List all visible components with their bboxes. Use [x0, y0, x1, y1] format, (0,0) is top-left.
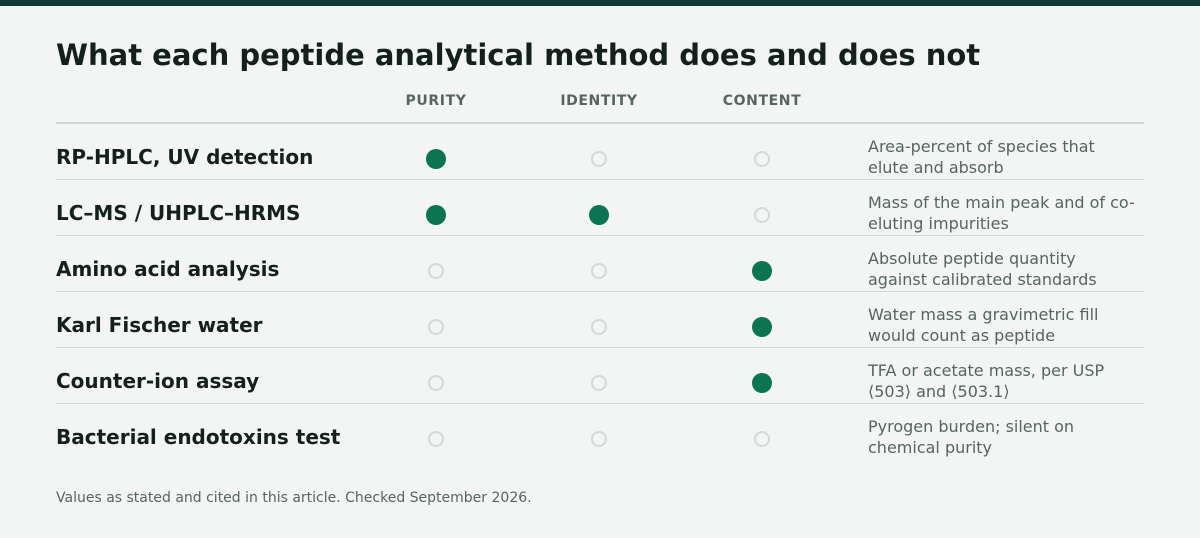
footnote: Values as stated and cited in this artic…	[56, 490, 532, 506]
method-name: Counter-ion assay	[56, 369, 260, 393]
row-divider	[56, 291, 1144, 292]
empty-circle-icon	[591, 263, 607, 279]
empty-circle-icon	[754, 431, 770, 447]
table-row: RP-HPLC, UV detection Area-percent of spe…	[56, 124, 1144, 180]
empty-circle-icon	[591, 375, 607, 391]
empty-circle-icon	[428, 319, 444, 335]
column-header-purity: PURITY	[405, 93, 467, 109]
page-title: What each peptide analytical method does…	[56, 38, 981, 72]
method-note: TFA or acetate mass, per USP ⟨503⟩ and ⟨…	[868, 361, 1105, 401]
filled-circle-icon	[752, 317, 772, 337]
filled-circle-icon	[589, 205, 609, 225]
method-name: Amino acid analysis	[56, 257, 280, 281]
row-divider	[56, 179, 1144, 180]
method-note: Absolute peptide quantity against calibr…	[868, 249, 1097, 289]
method-note: Mass of the main peak and of co-eluting …	[868, 193, 1135, 233]
filled-circle-icon	[752, 261, 772, 281]
empty-circle-icon	[754, 207, 770, 223]
table-row: Bacterial endotoxins test Pyrogen burden;…	[56, 404, 1144, 460]
table-row: Karl Fischer water Water mass a gravimetr…	[56, 292, 1144, 348]
empty-circle-icon	[591, 151, 607, 167]
empty-circle-icon	[591, 319, 607, 335]
row-divider	[56, 403, 1144, 404]
method-note: Water mass a gravimetric fill would coun…	[868, 305, 1099, 345]
column-header-identity: IDENTITY	[560, 93, 638, 109]
method-name: LC–MS / UHPLC–HRMS	[56, 201, 301, 225]
method-name: Bacterial endotoxins test	[56, 425, 341, 449]
row-divider	[56, 235, 1144, 236]
empty-circle-icon	[754, 151, 770, 167]
filled-circle-icon	[426, 205, 446, 225]
empty-circle-icon	[428, 375, 444, 391]
method-name: Karl Fischer water	[56, 313, 263, 337]
table-row: LC–MS / UHPLC–HRMS Mass of the main peak …	[56, 180, 1144, 236]
method-note: Pyrogen burden; silent on chemical purit…	[868, 417, 1075, 457]
empty-circle-icon	[428, 263, 444, 279]
top-accent-bar	[0, 0, 1200, 6]
method-name: RP-HPLC, UV detection	[56, 145, 314, 169]
filled-circle-icon	[426, 149, 446, 169]
header-divider	[56, 122, 1144, 124]
row-divider	[56, 347, 1144, 348]
filled-circle-icon	[752, 373, 772, 393]
method-note: Area-percent of species that elute and a…	[868, 137, 1095, 177]
empty-circle-icon	[591, 431, 607, 447]
empty-circle-icon	[428, 431, 444, 447]
table-row: Counter-ion assay TFA or acetate mass, pe…	[56, 348, 1144, 404]
column-header-content: CONTENT	[722, 93, 802, 109]
table-row: Amino acid analysis Absolute peptide quan…	[56, 236, 1144, 292]
